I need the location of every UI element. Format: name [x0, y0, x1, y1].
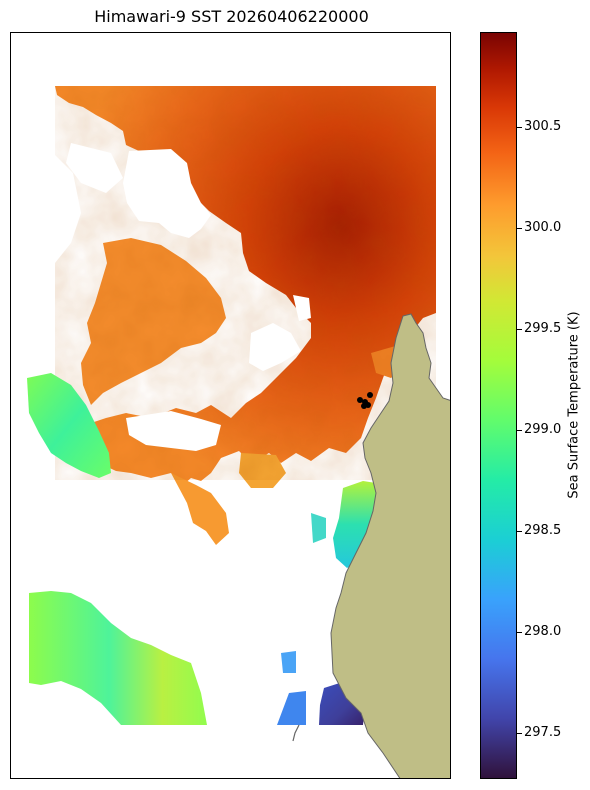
colorbar-tick-label: 299.5 [524, 320, 562, 336]
map-title: Himawari-9 SST 20260406220000 [94, 7, 369, 26]
colorbar-tick-label: 300.0 [524, 219, 562, 235]
observation-points[interactable] [357, 392, 373, 409]
observation-point[interactable] [361, 403, 367, 409]
colorbar-tick [517, 530, 522, 532]
colorbar-tick [517, 227, 522, 229]
colorbar-tick [517, 328, 522, 330]
colorbar-tick-label: 300.5 [524, 118, 562, 134]
coastline-land[interactable] [292, 313, 451, 779]
colorbar-tick [517, 429, 522, 431]
colorbar [480, 32, 517, 779]
colorbar-tick-label: 299.0 [524, 421, 562, 437]
observation-point[interactable] [367, 392, 373, 398]
colorbar-tick-label: 298.5 [524, 522, 562, 538]
colorbar-tick [517, 732, 522, 734]
cloud-gaps [11, 143, 311, 451]
colorbar-tick [517, 631, 522, 633]
colorbar-tick-label: 298.0 [524, 623, 562, 639]
colorbar-label: Sea Surface Temperature (K) [566, 311, 582, 499]
observation-point[interactable] [357, 397, 363, 403]
sst-map[interactable] [10, 32, 451, 779]
colorbar-tick-label: 297.5 [524, 724, 562, 740]
colorbar-tick [517, 126, 522, 128]
